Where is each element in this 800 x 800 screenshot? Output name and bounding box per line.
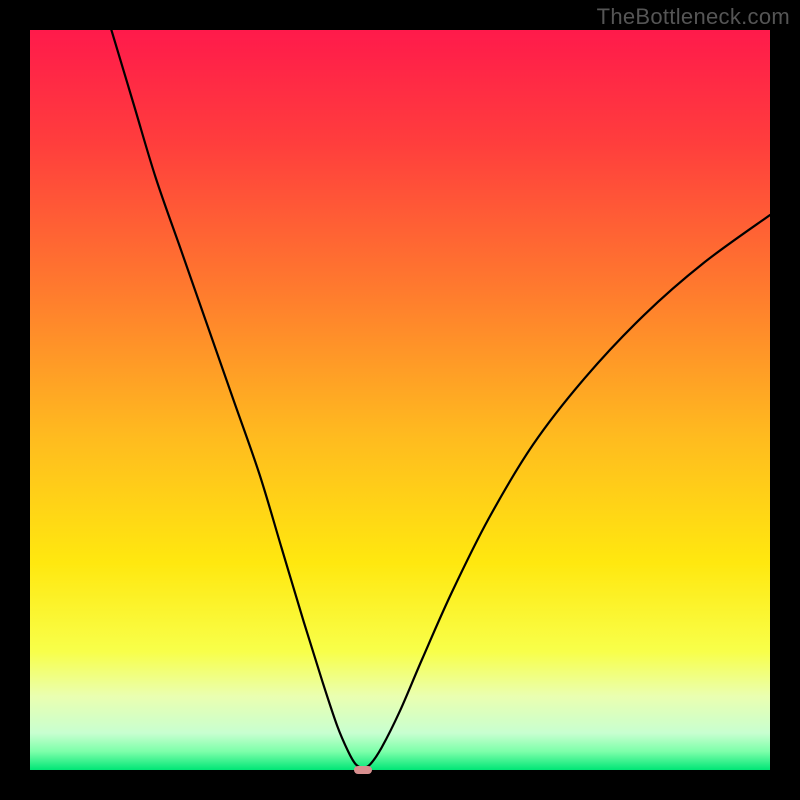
bottleneck-chart (30, 30, 770, 770)
chart-svg (30, 30, 770, 770)
watermark-text: TheBottleneck.com (597, 4, 790, 30)
chart-background (30, 30, 770, 770)
minimum-marker (354, 766, 373, 773)
